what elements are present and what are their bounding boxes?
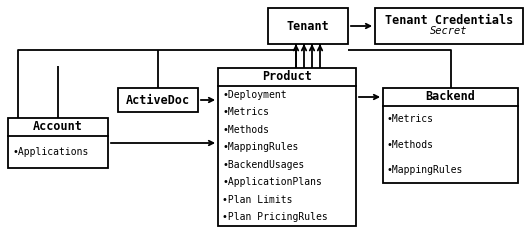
Text: Tenant: Tenant <box>287 20 329 32</box>
Text: •Plan PricingRules: •Plan PricingRules <box>222 212 328 222</box>
Text: ActiveDoc: ActiveDoc <box>126 94 190 106</box>
Text: Tenant Credentials: Tenant Credentials <box>385 14 513 27</box>
Bar <box>383 88 518 183</box>
Text: •Applications: •Applications <box>12 147 89 157</box>
Text: Account: Account <box>33 121 83 133</box>
Text: •Deployment: •Deployment <box>222 90 287 100</box>
Text: •Metrics: •Metrics <box>387 114 434 124</box>
Bar <box>8 118 108 168</box>
Bar <box>375 8 523 44</box>
Text: Backend: Backend <box>426 90 475 103</box>
Text: Secret: Secret <box>430 26 468 36</box>
Text: Product: Product <box>262 70 312 83</box>
Bar <box>268 8 348 44</box>
Text: •ApplicationPlans: •ApplicationPlans <box>222 177 322 187</box>
Bar <box>218 68 356 226</box>
Text: •Methods: •Methods <box>387 140 434 149</box>
Text: •Metrics: •Metrics <box>222 107 269 117</box>
Bar <box>118 88 198 112</box>
Text: •MappingRules: •MappingRules <box>387 165 463 175</box>
Text: •Plan Limits: •Plan Limits <box>222 195 293 205</box>
Text: •BackendUsages: •BackendUsages <box>222 160 304 170</box>
Text: •MappingRules: •MappingRules <box>222 142 298 152</box>
Text: •Methods: •Methods <box>222 125 269 135</box>
